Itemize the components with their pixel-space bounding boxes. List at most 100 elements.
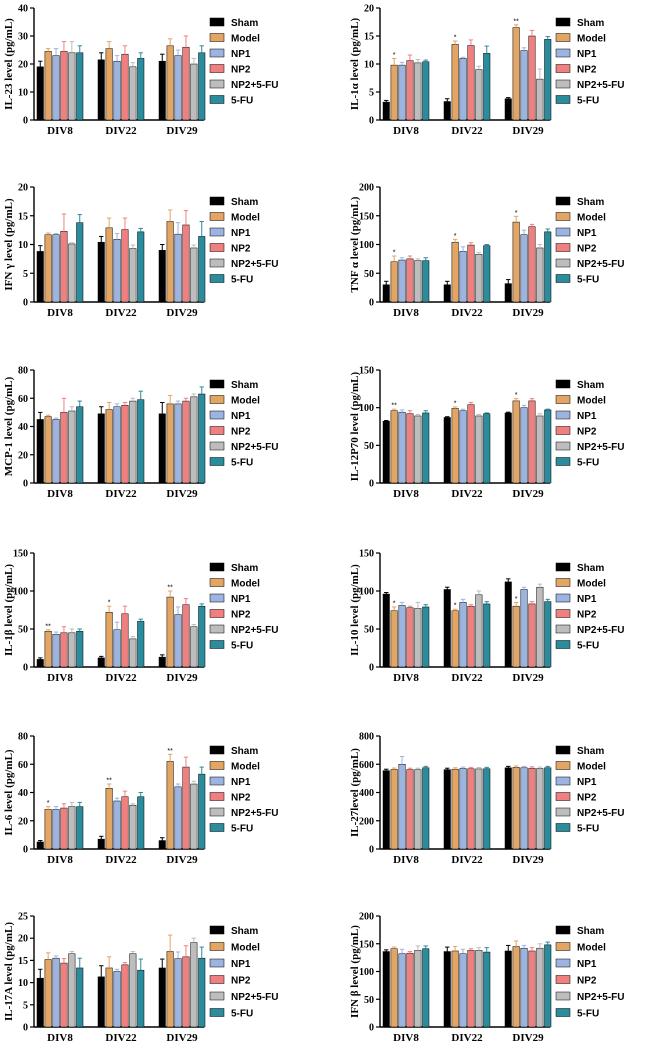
legend-label: NP1 <box>231 228 251 239</box>
bar <box>451 950 459 1028</box>
legend-label: 5-FU <box>577 824 599 835</box>
bar <box>451 610 459 668</box>
legend-swatch <box>555 457 571 466</box>
chart-panel: IFN γ level (pg/mL) 0 5 10 15 20 DIV8 DIV22 DIV2… <box>3 183 279 320</box>
bar <box>544 231 552 303</box>
bar <box>536 247 544 303</box>
bar <box>544 39 552 121</box>
group-label: DIV29 <box>166 125 198 137</box>
bar <box>528 767 536 850</box>
bar <box>60 51 68 121</box>
legend-swatch <box>555 562 571 572</box>
bar <box>520 947 528 1028</box>
legend-label: NP1 <box>231 49 251 60</box>
y-tick-label: 200 <box>359 183 374 194</box>
y-tick-label: 20 <box>18 934 28 945</box>
bar <box>467 768 475 850</box>
y-tick-label: 5 <box>369 88 374 99</box>
legend-label: NP2 <box>231 65 251 76</box>
bar <box>504 283 512 303</box>
significance-marker: * <box>393 250 396 257</box>
legend-label: NP2+5-FU <box>231 80 279 91</box>
bar <box>76 222 84 303</box>
y-tick-label: 5 <box>23 269 28 280</box>
bar <box>382 770 390 850</box>
bar <box>398 764 406 850</box>
bar <box>536 415 544 484</box>
legend-label: Model <box>231 396 260 407</box>
significance-marker: * <box>393 600 396 607</box>
y-tick-label: 0 <box>23 1023 28 1034</box>
group-label: DIV29 <box>166 1032 198 1044</box>
y-axis-title: IFN β level (pg/mL) <box>349 925 361 1018</box>
bar <box>459 768 467 850</box>
y-tick-label: 150 <box>359 366 374 377</box>
y-tick-label: 600 <box>359 760 374 771</box>
bar <box>76 806 84 850</box>
group-label: DIV29 <box>512 488 544 500</box>
legend-label: 5-FU <box>231 1009 253 1020</box>
significance-marker: * <box>108 600 111 607</box>
bar <box>544 601 552 668</box>
bar <box>512 221 520 303</box>
bar <box>113 629 121 668</box>
legend-swatch <box>209 640 225 649</box>
bar <box>414 260 422 303</box>
bar <box>443 284 451 303</box>
y-tick-label: 25 <box>18 912 28 923</box>
bar <box>483 951 491 1028</box>
y-tick-label: 0 <box>369 116 374 127</box>
bar <box>422 61 430 121</box>
legend-swatch <box>555 410 571 420</box>
bar <box>182 400 190 484</box>
group-label: DIV8 <box>393 1032 419 1044</box>
bar <box>390 948 398 1028</box>
legend-label: NP2 <box>577 793 597 804</box>
significance-marker: * <box>393 52 396 59</box>
legend-swatch <box>555 792 571 801</box>
legend-swatch <box>209 95 225 104</box>
bar <box>105 788 113 850</box>
y-tick-label: 20 <box>18 816 28 827</box>
bar <box>97 976 105 1028</box>
chart-panel: IL-17A level (pg/mL) 0 5 10 15 20 25 DIV8 DIV22 D… <box>3 912 279 1045</box>
legend-label: Sham <box>231 18 258 29</box>
bar <box>129 248 137 303</box>
legend-label: 5-FU <box>231 96 253 107</box>
bar <box>68 806 76 850</box>
legend-label: NP2+5-FU <box>577 992 625 1003</box>
bar <box>414 769 422 850</box>
legend-swatch <box>555 33 571 42</box>
y-tick-label: 0 <box>23 479 28 490</box>
group-label: DIV22 <box>105 672 137 684</box>
bar <box>121 229 129 303</box>
legend-label: Model <box>577 762 606 773</box>
legend-label: Model <box>577 213 606 224</box>
bar <box>60 962 68 1028</box>
legend-swatch <box>555 227 571 237</box>
legend-swatch <box>555 274 571 283</box>
legend-swatch <box>555 441 571 451</box>
y-tick-label: 0 <box>369 298 374 309</box>
bar <box>528 603 536 668</box>
legend-swatch <box>209 457 225 466</box>
bar <box>158 60 166 121</box>
bar <box>182 224 190 303</box>
significance-marker: ** <box>106 778 112 785</box>
legend-label: NP2+5-FU <box>231 259 279 270</box>
legend-label: Model <box>231 213 260 224</box>
bar <box>414 62 422 121</box>
bar <box>422 948 430 1028</box>
legend-label: NP1 <box>577 777 597 788</box>
group-label: DIV29 <box>512 1032 544 1044</box>
bar <box>422 767 430 850</box>
bar <box>443 769 451 850</box>
bar <box>44 631 52 668</box>
legend-label: 5-FU <box>577 275 599 286</box>
legend-swatch <box>209 609 225 618</box>
legend-swatch <box>555 212 571 221</box>
y-tick-label: 80 <box>18 732 28 743</box>
legend-swatch <box>555 578 571 587</box>
legend-swatch <box>209 212 225 221</box>
bar <box>190 396 198 484</box>
